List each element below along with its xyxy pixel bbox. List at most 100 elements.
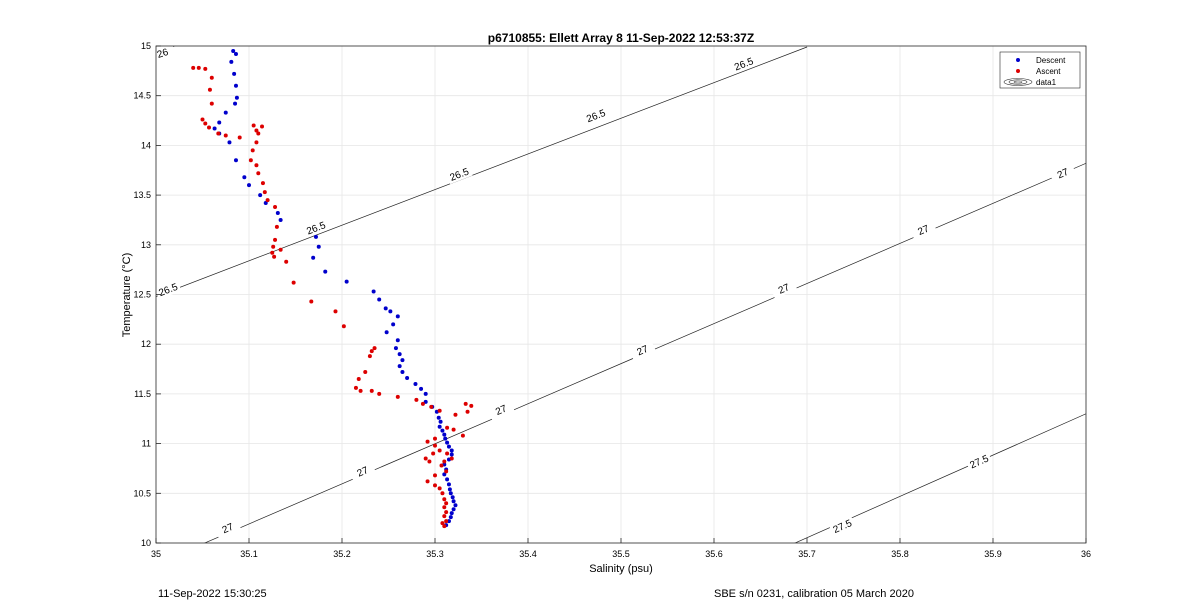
density-contour-label: 27	[1056, 167, 1071, 182]
data-point-descent	[419, 386, 424, 391]
data-point-ascent	[423, 456, 428, 461]
legend-descent-marker	[1016, 58, 1020, 62]
data-point-descent	[311, 255, 316, 260]
data-point-descent	[400, 358, 405, 363]
data-point-descent	[451, 507, 456, 512]
data-point-descent	[442, 432, 447, 437]
density-contour-label: 26	[156, 47, 170, 61]
data-point-ascent	[209, 75, 214, 80]
y-axis-label: Temperature (°C)	[121, 253, 133, 337]
x-tick-label: 35.5	[612, 549, 630, 559]
y-tick-label: 11.5	[134, 389, 151, 399]
data-point-ascent	[440, 521, 445, 526]
y-tick-label: 12.5	[133, 290, 151, 300]
data-point-ascent	[433, 443, 437, 448]
data-point-ascent	[433, 436, 437, 441]
data-point-descent	[247, 183, 251, 188]
density-contour-label-bg	[1049, 162, 1077, 184]
data-point-descent	[405, 375, 410, 380]
data-point-descent	[447, 487, 452, 492]
data-point-ascent	[439, 463, 444, 468]
density-contour-label-bg	[582, 105, 610, 126]
data-point-ascent	[414, 397, 419, 402]
data-point-ascent	[203, 121, 208, 126]
density-contour-label-bg	[214, 517, 242, 539]
data-point-ascent	[369, 388, 374, 393]
data-point-ascent	[284, 259, 289, 264]
data-point-descent	[212, 126, 217, 131]
data-point-ascent	[425, 439, 430, 444]
data-point-ascent	[265, 198, 270, 203]
data-point-ascent	[260, 181, 265, 186]
data-point-descent	[383, 306, 388, 311]
data-point-ascent	[209, 101, 214, 106]
data-point-ascent	[356, 376, 361, 381]
legend-contour-icon	[1003, 78, 1033, 86]
data-point-ascent	[442, 459, 447, 464]
data-point-ascent	[291, 280, 296, 285]
data-point-ascent	[449, 456, 454, 461]
data-point-ascent	[433, 483, 437, 488]
y-tick-label: 13.5	[133, 190, 151, 200]
y-tick-label: 10	[141, 538, 151, 548]
data-point-ascent	[254, 128, 259, 133]
data-points	[191, 48, 474, 529]
x-tick-label: 35.3	[426, 549, 444, 559]
x-tick-label: 35.9	[984, 549, 1002, 559]
data-point-descent	[233, 158, 238, 163]
density-contour-label-bg	[487, 399, 515, 421]
data-point-ascent	[442, 514, 447, 519]
data-point-descent	[223, 110, 228, 115]
data-point-descent	[263, 201, 268, 206]
data-point-ascent	[191, 65, 196, 70]
legend-descent-label: Descent	[1036, 56, 1066, 65]
data-point-descent	[316, 244, 321, 249]
x-tick-label: 35.8	[891, 549, 909, 559]
y-tick-label: 13	[141, 240, 151, 250]
grid	[156, 46, 1086, 543]
density-contour-label: 27	[636, 344, 651, 359]
data-point-ascent	[463, 401, 468, 406]
legend: Descent Ascent data1	[999, 51, 1081, 89]
data-point-ascent	[353, 385, 358, 390]
data-point-descent	[423, 391, 428, 396]
data-point-descent	[400, 370, 405, 375]
data-point-descent	[395, 338, 400, 343]
data-point-descent	[384, 330, 389, 335]
data-point-descent	[388, 309, 393, 314]
data-point-descent	[344, 279, 349, 284]
data-point-descent	[234, 95, 239, 100]
data-point-descent	[445, 440, 450, 445]
data-point-ascent	[270, 250, 275, 255]
x-tick-label: 36	[1081, 549, 1091, 559]
data-point-ascent	[358, 388, 363, 393]
data-point-descent	[423, 399, 428, 404]
data-point-ascent	[437, 448, 442, 453]
data-point-ascent	[444, 519, 449, 524]
data-point-descent	[258, 193, 263, 198]
y-tick-label: 14.5	[133, 91, 151, 101]
density-contour-label: 27	[356, 465, 371, 480]
data-point-ascent	[237, 135, 242, 140]
data-point-ascent	[274, 224, 279, 229]
x-tick-label: 35	[151, 549, 161, 559]
data-point-ascent	[333, 309, 338, 314]
data-point-descent	[242, 175, 247, 180]
data-point-ascent	[200, 117, 205, 122]
data-point-descent	[449, 511, 454, 516]
data-point-descent	[449, 448, 454, 453]
data-point-ascent	[442, 524, 447, 529]
data-point-descent	[448, 491, 453, 496]
density-contour-label: 27	[221, 522, 236, 537]
data-point-descent	[233, 83, 238, 88]
data-point-ascent	[395, 394, 400, 399]
data-point-ascent	[453, 412, 458, 417]
legend-ascent-label: Ascent	[1036, 67, 1061, 76]
data-point-descent	[446, 444, 451, 449]
x-axis-label: Salinity (psu)	[589, 563, 653, 575]
data-point-ascent	[363, 370, 368, 375]
data-point-ascent	[444, 501, 449, 506]
data-point-descent	[440, 428, 445, 433]
data-point-descent	[413, 381, 418, 386]
